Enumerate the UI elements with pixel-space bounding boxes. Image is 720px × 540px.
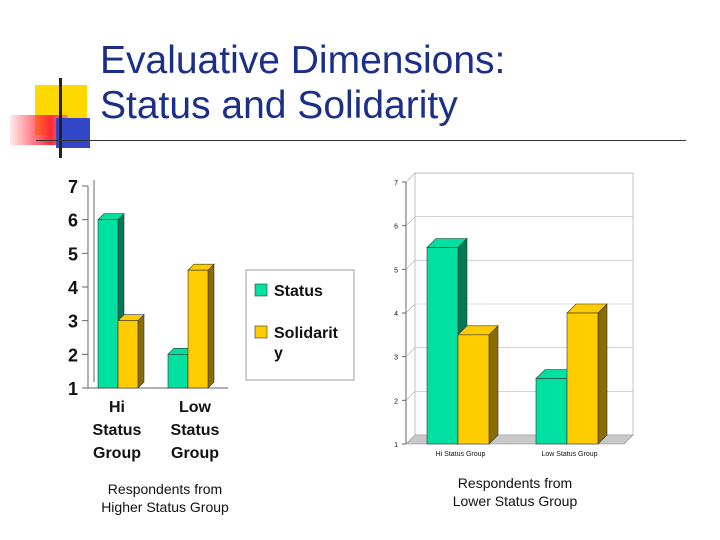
- decor-vertical-line: [59, 78, 62, 158]
- chart-1-legend-swatch: [254, 283, 268, 297]
- chart-2-caption-line-2: Lower Status Group: [452, 493, 578, 509]
- chart-2-gridline-slant: [405, 216, 416, 226]
- chart-1-category-label: Status: [93, 422, 142, 439]
- slide-title-line-1: Evaluative Dimensions:: [100, 39, 506, 82]
- chart-2-gridline-slant: [405, 347, 416, 357]
- chart-2-y-tick-label: 4: [394, 311, 398, 318]
- chart-2-bar-solidarity: [457, 325, 499, 445]
- chart-1-bar-solidarity: [117, 313, 145, 389]
- chart-1-category-label: Hi: [109, 399, 125, 416]
- chart-1-legend: Status Solidarit y: [245, 269, 355, 381]
- chart-2-caption: Respondents from Lower Status Group: [420, 474, 610, 510]
- title-divider: [36, 140, 686, 141]
- chart-1-category-label: Low: [179, 399, 212, 416]
- chart-1-y-tick-label: 6: [68, 211, 78, 231]
- chart-1-legend-label: Status: [274, 283, 323, 300]
- chart-1-y-tick-label: 1: [68, 379, 78, 399]
- chart-2-y-tick-label: 6: [394, 224, 398, 231]
- chart-1-caption: Respondents from Higher Status Group: [70, 480, 260, 516]
- chart-1-category-label: Group: [93, 445, 141, 462]
- chart-2-gridline-slant: [405, 303, 416, 314]
- chart-2-bar-status: [426, 237, 468, 445]
- chart-1-caption-line-2: Higher Status Group: [101, 499, 229, 515]
- chart-2-y-tick-label: 3: [394, 355, 398, 362]
- chart-1-bar-solidarity: [187, 263, 215, 389]
- slide-title-line-2: Status and Solidarity: [100, 84, 458, 127]
- chart-2-y-tick-label: 7: [394, 180, 398, 187]
- chart-2-gridline-slant: [405, 391, 416, 401]
- chart-2-caption-line-1: Respondents from: [457, 475, 573, 491]
- chart-2-gridline-slant: [405, 434, 416, 445]
- chart-2-y-tick-label: 2: [394, 398, 398, 405]
- chart-2-gridline-slant: [405, 260, 416, 270]
- chart-2-gridline-slant: [405, 172, 416, 183]
- chart-1-caption-line-1: Respondents from: [107, 481, 223, 497]
- chart-1-y-tick-label: 5: [68, 244, 78, 264]
- chart-1-category-label: Status: [171, 422, 220, 439]
- chart-1-legend-label: y: [274, 345, 283, 362]
- slide-title: Evaluative Dimensions: Status and Solida…: [100, 38, 505, 128]
- chart-2-y-tick-label: 5: [394, 267, 398, 274]
- chart-2-category-label: Low Status Group: [541, 451, 597, 458]
- chart-1-y-tick-label: 2: [68, 345, 78, 365]
- chart-1-category-label: Group: [171, 445, 219, 462]
- chart-1-legend-swatch: [254, 325, 268, 339]
- chart-1-y-tick-label: 4: [68, 278, 78, 298]
- chart-1-y-tick-label: 3: [68, 312, 78, 332]
- chart-1-y-tick-label: 7: [68, 177, 78, 197]
- chart-2-category-label: Hi Status Group: [436, 451, 486, 458]
- chart-2-y-tick-label: 1: [394, 442, 398, 449]
- chart-2-bar-solidarity: [566, 303, 608, 445]
- chart-1-legend-label: Solidarit: [274, 325, 339, 342]
